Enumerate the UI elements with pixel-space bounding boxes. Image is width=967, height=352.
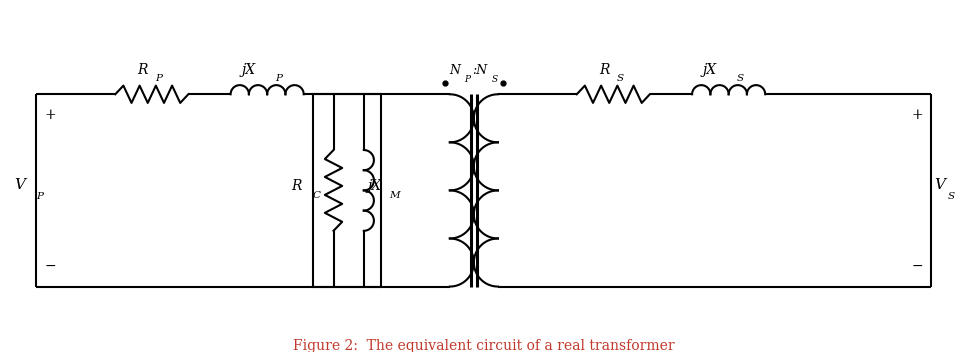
Text: S: S <box>492 75 498 84</box>
Text: S: S <box>948 192 955 201</box>
Text: S: S <box>617 74 625 83</box>
Text: :N: :N <box>472 64 487 77</box>
Text: C: C <box>312 191 320 200</box>
Bar <box>313 94 381 287</box>
Text: −: − <box>911 258 923 272</box>
Text: V: V <box>14 178 25 191</box>
Text: Figure 2:  The equivalent circuit of a real transformer: Figure 2: The equivalent circuit of a re… <box>293 339 674 352</box>
Text: R: R <box>599 63 609 77</box>
Text: +: + <box>44 108 56 122</box>
Text: S: S <box>736 74 744 83</box>
Text: +: + <box>911 108 923 122</box>
Text: P: P <box>275 74 281 83</box>
Text: R: R <box>291 178 302 193</box>
Text: jX: jX <box>703 63 718 77</box>
Text: N: N <box>449 64 460 77</box>
Text: P: P <box>37 192 44 201</box>
Text: V: V <box>934 178 946 191</box>
Text: M: M <box>389 191 399 200</box>
Text: jX: jX <box>367 178 382 193</box>
Text: R: R <box>137 63 148 77</box>
Text: jX: jX <box>242 63 255 77</box>
Text: P: P <box>156 74 162 83</box>
Text: −: − <box>44 258 56 272</box>
Text: P: P <box>464 75 470 84</box>
